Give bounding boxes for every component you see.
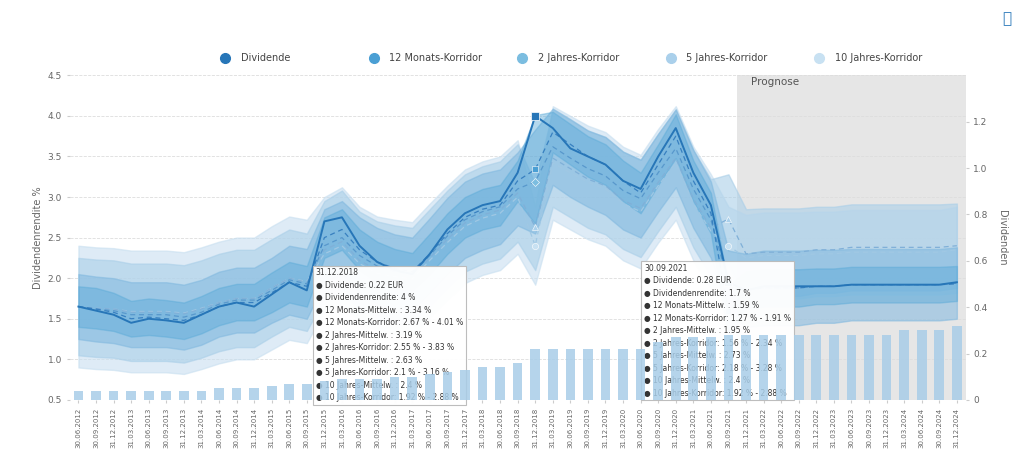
- Bar: [425, 374, 434, 400]
- Bar: [496, 367, 505, 400]
- Bar: [707, 337, 716, 400]
- Text: 31.12.2018
● Dividende: 0.22 EUR
● Dividendenrendite: 4 %
● 12 Monats-Mittelw. :: 31.12.2018 ● Dividende: 0.22 EUR ● Divid…: [315, 268, 463, 402]
- Bar: [74, 391, 83, 400]
- Text: 10 Jahres-Korridor: 10 Jahres-Korridor: [835, 53, 922, 63]
- Bar: [162, 391, 171, 400]
- Bar: [530, 349, 540, 400]
- Bar: [724, 335, 733, 400]
- Bar: [618, 349, 628, 400]
- Bar: [916, 330, 927, 400]
- Bar: [285, 384, 294, 400]
- Bar: [91, 391, 100, 400]
- Bar: [882, 335, 892, 400]
- Y-axis label: Dividendenrendite %: Dividendenrendite %: [34, 186, 43, 289]
- Bar: [143, 391, 154, 400]
- Bar: [337, 379, 347, 400]
- Text: Dividenden-Historie für Encavis: Dividenden-Historie für Encavis: [364, 10, 660, 28]
- Bar: [408, 377, 417, 400]
- Text: 5 Jahres-Korridor: 5 Jahres-Korridor: [686, 53, 767, 63]
- Bar: [249, 388, 259, 400]
- Bar: [548, 349, 558, 400]
- Bar: [319, 381, 329, 400]
- Bar: [197, 391, 206, 400]
- Bar: [354, 379, 365, 400]
- Bar: [601, 349, 610, 400]
- Bar: [952, 326, 962, 400]
- Bar: [390, 377, 399, 400]
- Bar: [829, 335, 839, 400]
- Text: 30.09.2021
● Dividende: 0.28 EUR
● Dividendenrendite: 1.7 %
● 12 Monats-Mittelw.: 30.09.2021 ● Dividende: 0.28 EUR ● Divid…: [644, 264, 792, 398]
- Text: Dividende: Dividende: [241, 53, 290, 63]
- Bar: [653, 342, 663, 400]
- Text: Prognose: Prognose: [752, 77, 800, 87]
- Bar: [864, 335, 873, 400]
- Bar: [811, 335, 821, 400]
- Bar: [688, 337, 698, 400]
- Bar: [373, 379, 382, 400]
- Text: ⌕: ⌕: [1002, 12, 1012, 27]
- Bar: [179, 391, 188, 400]
- Bar: [109, 391, 119, 400]
- Bar: [302, 384, 311, 400]
- Bar: [442, 372, 453, 400]
- Bar: [671, 337, 681, 400]
- Bar: [759, 335, 768, 400]
- Bar: [741, 335, 751, 400]
- Bar: [565, 349, 575, 400]
- Bar: [214, 388, 224, 400]
- Bar: [737, 75, 966, 400]
- Bar: [477, 367, 487, 400]
- Bar: [231, 388, 242, 400]
- Bar: [847, 335, 856, 400]
- Bar: [899, 330, 909, 400]
- Bar: [636, 349, 645, 400]
- Bar: [935, 330, 944, 400]
- Bar: [267, 386, 276, 400]
- Bar: [583, 349, 593, 400]
- Bar: [776, 335, 786, 400]
- Y-axis label: Dividenden: Dividenden: [997, 210, 1007, 266]
- Text: 2 Jahres-Korridor: 2 Jahres-Korridor: [538, 53, 618, 63]
- Bar: [794, 335, 804, 400]
- Text: 12 Monats-Korridor: 12 Monats-Korridor: [389, 53, 482, 63]
- Bar: [126, 391, 136, 400]
- Bar: [513, 363, 522, 400]
- Bar: [460, 370, 470, 400]
